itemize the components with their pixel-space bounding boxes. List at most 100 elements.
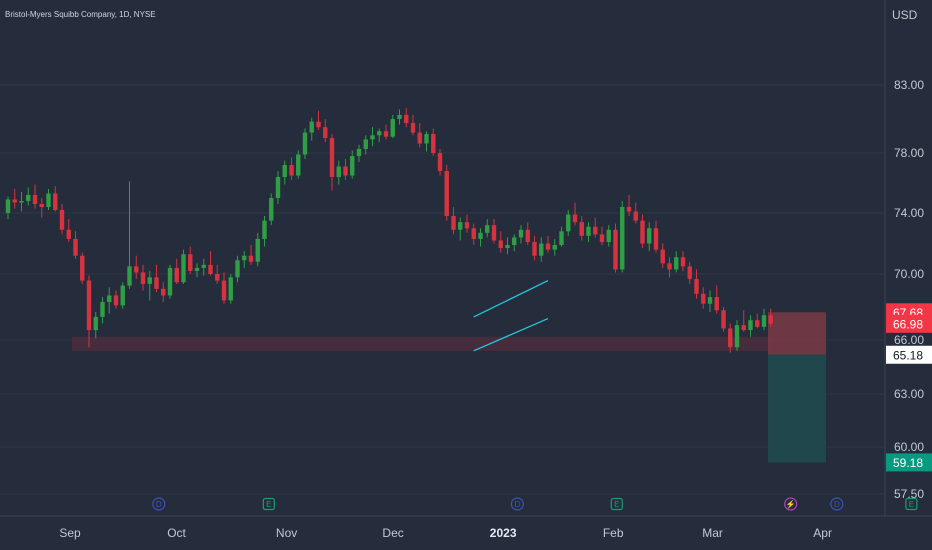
candle <box>485 219 490 238</box>
candle <box>599 226 605 246</box>
candle-body <box>478 232 483 239</box>
candle <box>721 307 726 332</box>
candle-body <box>491 225 497 241</box>
candle <box>518 225 524 244</box>
candle-body <box>755 320 760 327</box>
candle-body <box>363 139 368 149</box>
candle <box>431 128 436 156</box>
candle-body <box>262 220 267 239</box>
price-label-bg <box>886 453 932 472</box>
event-marker-earnings[interactable]: E <box>610 497 623 511</box>
candle-body <box>356 148 362 156</box>
event-marker-earnings[interactable]: E <box>262 497 275 511</box>
candle <box>761 308 767 331</box>
candle <box>545 235 551 253</box>
candle <box>208 251 213 276</box>
event-marker-dividend[interactable]: D <box>510 497 524 511</box>
candle-body <box>437 153 443 171</box>
candle-body <box>167 267 173 296</box>
candle-body <box>431 133 436 153</box>
candle <box>53 186 58 212</box>
channel-lower-line[interactable] <box>473 317 549 352</box>
channel-upper-line[interactable] <box>473 280 549 318</box>
candle-body <box>660 249 665 264</box>
candle-body <box>721 310 726 329</box>
candle <box>586 222 591 242</box>
candle-body <box>620 207 625 270</box>
candle <box>302 128 308 159</box>
candle-body <box>5 199 11 213</box>
candle-body <box>107 295 112 303</box>
candle-body <box>215 274 220 281</box>
candle-body <box>73 238 78 256</box>
candle <box>626 195 632 217</box>
event-marker-dividend[interactable]: D <box>830 497 844 511</box>
candle <box>5 196 11 220</box>
candle-body <box>46 193 51 207</box>
candle <box>316 110 321 130</box>
candle <box>674 251 679 273</box>
candle-body <box>93 316 98 331</box>
candle-body <box>633 211 638 221</box>
event-marker-earnings[interactable]: E <box>905 497 918 511</box>
candle-body <box>316 121 321 128</box>
event-marker-event[interactable]: ⚡ <box>784 497 798 511</box>
x-tick-label: Dec <box>382 526 403 540</box>
candle-body <box>599 234 605 242</box>
candle-body <box>417 132 422 144</box>
candle-body <box>444 171 449 217</box>
candle <box>640 214 645 249</box>
candle <box>80 252 85 284</box>
event-marker-dividend[interactable]: D <box>152 497 166 511</box>
candle <box>464 214 470 233</box>
candle-body <box>397 114 402 119</box>
candle-body <box>289 165 294 176</box>
candle <box>552 238 557 256</box>
candle-body <box>26 195 31 201</box>
event-marker-letter: E <box>266 500 271 509</box>
candle-body <box>323 127 328 139</box>
candle <box>93 311 98 339</box>
candle <box>309 117 314 141</box>
candle <box>451 207 456 235</box>
candle-body <box>545 243 551 250</box>
event-marker-letter: ⚡ <box>786 499 796 509</box>
candle-body <box>242 255 247 261</box>
y-tick-label: 66.00 <box>894 333 924 347</box>
candle <box>701 287 706 309</box>
candle-body <box>174 267 179 283</box>
event-marker-letter: D <box>834 500 840 509</box>
support-zone[interactable] <box>72 336 772 351</box>
candle <box>559 226 564 247</box>
candle <box>397 109 402 125</box>
candle <box>194 263 200 278</box>
candle-body <box>127 266 132 286</box>
candle-body <box>532 241 537 256</box>
candle <box>147 270 152 301</box>
candle-body <box>593 226 598 235</box>
candle <box>154 264 159 293</box>
candle <box>289 157 294 180</box>
candle-body <box>714 297 719 311</box>
price-label-text: 59.18 <box>893 456 923 470</box>
candle-body <box>653 228 659 250</box>
currency-label: USD <box>892 8 918 22</box>
take-profit-zone[interactable] <box>768 354 826 463</box>
stop-loss-zone[interactable] <box>768 312 826 355</box>
candle-body <box>120 285 125 306</box>
event-marker-frame <box>830 497 844 511</box>
candle <box>248 245 254 265</box>
candle <box>336 160 341 185</box>
candle <box>606 225 611 247</box>
event-marker-frame <box>262 497 275 511</box>
y-tick-label: 70.00 <box>894 267 924 281</box>
candle-body <box>410 123 416 133</box>
price-label-text: 65.18 <box>893 348 923 362</box>
candle <box>410 114 416 136</box>
candle-body <box>464 222 470 229</box>
candle-body <box>269 198 274 221</box>
candle <box>86 275 92 348</box>
event-marker-frame <box>610 497 623 511</box>
